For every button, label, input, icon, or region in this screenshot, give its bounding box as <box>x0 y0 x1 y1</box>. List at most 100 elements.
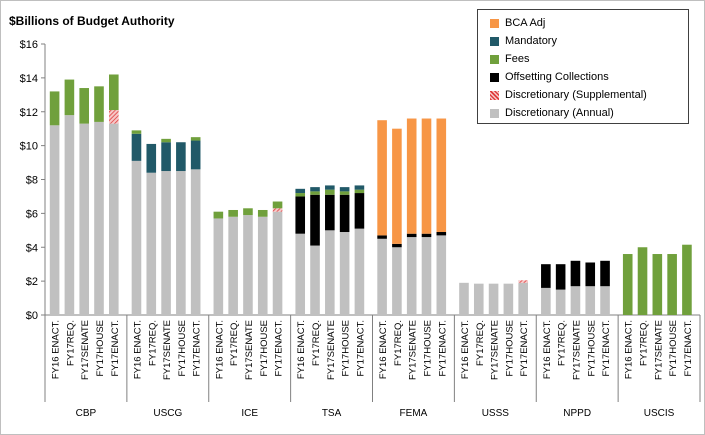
bar-segment-offsetting-collections <box>600 260 610 287</box>
bar-segment-discretionary-annual- <box>49 125 60 315</box>
y-tick-label: $6 <box>26 208 38 220</box>
legend-label: Discretionary (Annual) <box>505 107 614 119</box>
category-label: FY17ENACT. <box>355 320 366 377</box>
bar-segment-discretionary-annual- <box>421 237 432 315</box>
bar-segment-bca-adj <box>392 128 402 244</box>
bar-segment-offsetting-collections <box>436 232 447 236</box>
bar-segment-mandatory <box>354 185 365 190</box>
category-label: FY17REQ. <box>639 320 650 366</box>
bar-segment-discretionary-annual- <box>131 160 142 315</box>
bar-segment-discretionary-annual- <box>310 245 320 315</box>
legend-swatch <box>490 91 499 100</box>
bar-segment-offsetting-collections <box>585 262 596 287</box>
category-label: FY17SENATE <box>244 320 255 380</box>
y-tick-label: $8 <box>26 175 38 187</box>
category-label: FY17ENACT. <box>683 320 694 377</box>
legend: BCA Adj Mandatory Fees Offsetting Collectio… <box>477 9 689 124</box>
category-label: FY16 ENACT. <box>460 320 471 379</box>
category-label: FY17SENATE <box>408 320 419 380</box>
bar-segment-mandatory <box>295 188 306 194</box>
category-label: FY17REQ. <box>147 320 158 366</box>
bar-segment-offsetting-collections <box>325 194 335 231</box>
legend-label: Mandatory <box>505 35 557 47</box>
legend-label: Offsetting Collections <box>505 71 609 83</box>
bar-segment-discretionary-annual- <box>213 218 224 315</box>
category-label: FY17SENATE <box>162 320 173 380</box>
category-label: FY17SENATE <box>653 320 664 380</box>
bar-segment-bca-adj <box>377 120 387 236</box>
category-label: FY17HOUSE <box>259 320 270 377</box>
category-label: FY17ENACT. <box>519 320 530 377</box>
group-label: USSS <box>482 408 510 419</box>
bar-segment-discretionary-annual- <box>585 286 596 315</box>
bar-segment-discretionary-annual- <box>555 289 566 315</box>
bar-segment-discretionary-annual- <box>600 286 610 315</box>
bar-segment-discretionary-annual- <box>473 283 484 315</box>
bar-segment-mandatory <box>146 143 157 173</box>
bar-segment-bca-adj <box>436 118 447 233</box>
bar-segment-discretionary-annual- <box>459 282 469 315</box>
category-label: FY16 ENACT. <box>214 320 225 379</box>
bar-segment-discretionary-annual- <box>339 232 350 315</box>
category-label: FY17REQ. <box>475 320 486 366</box>
category-label: FY17HOUSE <box>95 320 106 377</box>
bar-segment-fees <box>339 191 350 195</box>
bar-segment-fees <box>131 130 142 134</box>
legend-label: Fees <box>505 53 530 65</box>
legend-label: BCA Adj <box>505 17 546 29</box>
bar-segment-discretionary-annual- <box>161 171 171 315</box>
group-label: NPPD <box>563 408 591 419</box>
y-tick-label: $0 <box>26 310 38 322</box>
category-label: FY17SENATE <box>571 320 582 380</box>
bar-segment-fees <box>64 79 75 116</box>
category-label: FY17ENACT. <box>192 320 203 377</box>
bar-segment-fees <box>637 247 648 315</box>
bar-segment-fees <box>228 209 238 217</box>
bar-segment-fees <box>79 88 89 124</box>
bar-segment-offsetting-collections <box>406 233 417 238</box>
bar-segment-discretionary-annual- <box>190 169 201 315</box>
group-label: CBP <box>76 408 97 419</box>
bar-segment-discretionary-annual- <box>518 282 528 315</box>
y-tick-label: $16 <box>20 39 38 51</box>
category-label: FY16 ENACT. <box>378 320 389 379</box>
bar-segment-mandatory <box>161 142 171 172</box>
bar-segment-discretionary-annual- <box>146 172 157 315</box>
bar-segment-discretionary-annual- <box>503 283 514 315</box>
bar-segment-discretionary-annual- <box>436 235 447 315</box>
bar-segment-discretionary-supplemental- <box>518 280 528 283</box>
bar-segment-offsetting-collections <box>570 260 581 287</box>
bar-segment-fees <box>272 201 283 209</box>
bar-segment-fees <box>109 74 119 111</box>
bar-segment-discretionary-annual- <box>488 283 499 315</box>
bar-segment-fees <box>325 189 335 195</box>
bar-segment-fees <box>310 191 320 195</box>
bar-segment-offsetting-collections <box>421 233 432 238</box>
category-label: FY17HOUSE <box>423 320 434 377</box>
bar-segment-discretionary-annual- <box>79 123 89 315</box>
bar-segment-discretionary-annual- <box>377 238 387 315</box>
category-label: FY17REQ. <box>557 320 568 366</box>
bar-segment-mandatory <box>190 140 201 170</box>
category-label: FY17HOUSE <box>504 320 515 377</box>
bar-segment-fees <box>354 189 365 194</box>
bar-segment-fees <box>161 138 171 143</box>
bar-segment-mandatory <box>339 187 350 192</box>
bar-segment-discretionary-annual- <box>354 228 365 315</box>
bar-segment-offsetting-collections <box>295 196 306 234</box>
category-label: FY17ENACT. <box>274 320 285 377</box>
bar-segment-fees <box>213 211 224 219</box>
legend-label: Discretionary (Supplemental) <box>505 89 647 101</box>
bar-segment-fees <box>257 209 268 217</box>
bar-segment-offsetting-collections <box>392 243 402 248</box>
bar-segment-discretionary-annual- <box>176 171 186 315</box>
category-label: FY17SENATE <box>80 320 91 380</box>
bar-segment-offsetting-collections <box>310 194 320 246</box>
y-tick-label: $12 <box>20 107 38 119</box>
category-label: FY17HOUSE <box>586 320 597 377</box>
bar-segment-discretionary-supplemental- <box>109 110 119 124</box>
category-label: FY17SENATE <box>326 320 337 380</box>
category-label: FY16 ENACT. <box>51 320 62 379</box>
bar-segment-discretionary-annual- <box>392 247 402 315</box>
